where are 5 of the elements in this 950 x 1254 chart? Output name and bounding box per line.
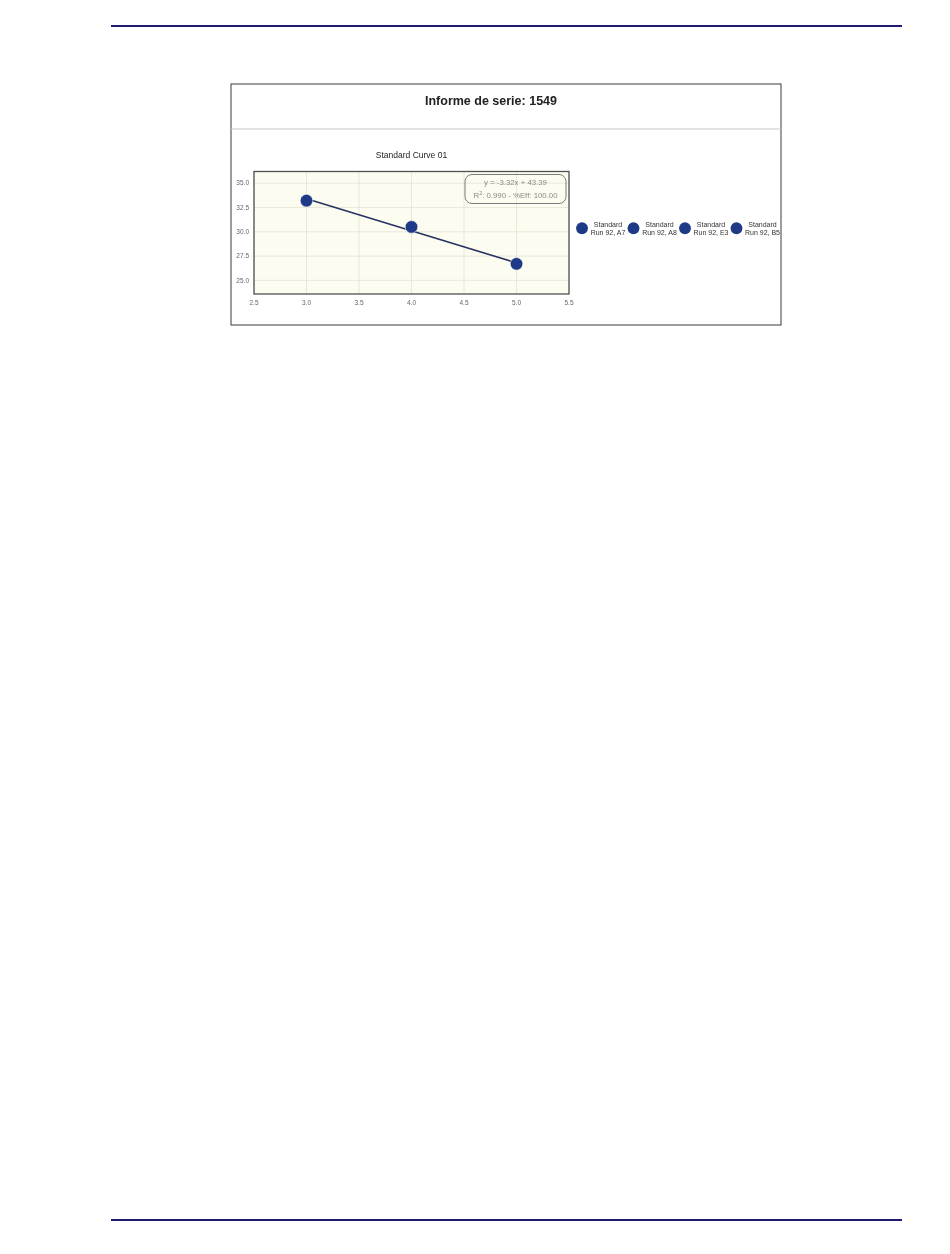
chart-subtitle: Standard Curve 01 [375,150,448,160]
point [299,194,314,208]
point [509,257,524,271]
point [404,220,419,234]
chart-title: Informe de serie: 1549 [424,93,558,108]
